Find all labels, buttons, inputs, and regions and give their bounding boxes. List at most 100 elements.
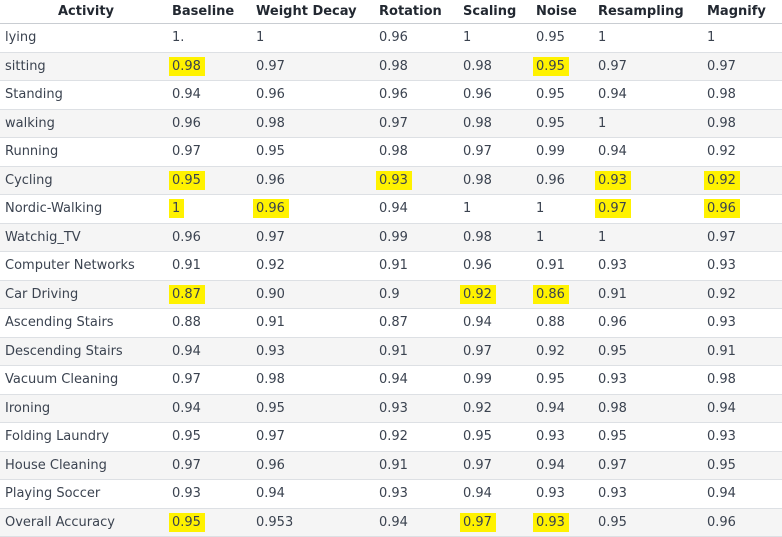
cell-value: 0.96 xyxy=(256,87,285,103)
value-cell: 1 xyxy=(463,24,536,53)
activity-cell: Running xyxy=(5,144,59,160)
cell-value: 0.97 xyxy=(172,144,201,160)
value-cell: 0.92 xyxy=(704,166,782,195)
cell-value: 0.94 xyxy=(463,315,492,331)
value-cell: 0.94 xyxy=(379,366,463,395)
activity-cell: Car Driving xyxy=(0,280,172,309)
cell-value: 0.95 xyxy=(536,87,565,103)
value-cell: 0.98 xyxy=(707,81,782,110)
cell-value: 0.93 xyxy=(598,372,627,388)
value-cell: 0.94 xyxy=(379,508,463,537)
value-cell: 0.93 xyxy=(376,166,463,195)
cell-value: 0.94 xyxy=(536,457,565,473)
value-cell: 0.93 xyxy=(536,480,598,509)
cell-value: 0.91 xyxy=(172,258,201,274)
activity-cell: Standing xyxy=(5,87,63,103)
cell-value: 0.92 xyxy=(536,343,565,359)
value-cell: 0.97 xyxy=(598,52,707,81)
value-cell: 0.95 xyxy=(707,451,782,480)
cell-value: 0.96 xyxy=(536,172,565,188)
cell-value: 0.94 xyxy=(379,514,408,530)
cell-value: 0.94 xyxy=(256,486,285,502)
cell-value: 0.95 xyxy=(536,372,565,388)
table-row: Overall Accuracy 0.95 0.953 0.94 0.97 0.93 0.9… xyxy=(0,508,782,537)
value-cell: 0.91 xyxy=(172,252,256,281)
value-cell: 0.93 xyxy=(172,480,256,509)
value-cell: 0.92 xyxy=(379,423,463,452)
value-cell: 0.88 xyxy=(536,309,598,338)
value-cell: 0.97 xyxy=(256,223,379,252)
highlighted-value: 0.93 xyxy=(595,170,631,190)
activity-cell: Cycling xyxy=(0,166,172,195)
highlighted-value: 0.96 xyxy=(253,199,289,219)
value-cell: 0.93 xyxy=(707,252,782,281)
cell-value: 0.93 xyxy=(256,343,285,359)
value-cell: 0.96 xyxy=(256,81,379,110)
value-cell: 0.96 xyxy=(172,109,256,138)
highlighted-value: 0.93 xyxy=(533,512,569,532)
value-cell: 1 xyxy=(536,223,598,252)
value-cell: 1 xyxy=(536,195,598,224)
cell-value: 0.98 xyxy=(707,372,736,388)
cell-value: 0.95 xyxy=(256,400,285,416)
activity-cell: lying xyxy=(5,30,37,46)
table-row: Standing 0.94 0.96 0.96 0.96 0.95 0.94 0.98 xyxy=(0,81,782,110)
value-cell: 0.96 xyxy=(256,451,379,480)
value-cell: 0.93 xyxy=(379,394,463,423)
value-cell: 0.92 xyxy=(460,280,536,309)
value-cell: 0.96 xyxy=(598,309,707,338)
cell-value: 0.93 xyxy=(379,486,408,502)
value-cell: 0.86 xyxy=(533,280,598,309)
cell-value: 1 xyxy=(536,201,545,217)
cell-value: 0.95 xyxy=(463,429,492,445)
value-cell: 0.91 xyxy=(256,309,379,338)
cell-value: 0.95 xyxy=(707,457,736,473)
value-cell: 0.98 xyxy=(379,138,463,167)
value-cell: 0.96 xyxy=(707,508,782,537)
value-cell: 0.98 xyxy=(598,394,707,423)
cell-value: 0.91 xyxy=(598,286,627,302)
highlighted-value: 0.92 xyxy=(704,170,740,190)
cell-value: 0.93 xyxy=(598,486,627,502)
highlighted-value: 0.95 xyxy=(533,56,569,76)
value-cell: 0.98 xyxy=(463,52,536,81)
cell-value: 0.99 xyxy=(379,229,408,245)
value-cell: 0.93 xyxy=(707,309,782,338)
table-row: lying 1. 1 0.96 1 0.95 1 1 xyxy=(0,24,782,53)
value-cell: 0.95 xyxy=(256,138,379,167)
value-cell: 0.87 xyxy=(379,309,463,338)
cell-value: 0.96 xyxy=(707,514,736,530)
value-cell: 0.953 xyxy=(256,508,379,537)
cell-value: 0.98 xyxy=(707,115,736,131)
cell-value: 0.96 xyxy=(172,115,201,131)
activity-cell: Watchig_TV xyxy=(0,223,172,252)
header-scaling: Scaling xyxy=(463,0,536,24)
value-cell: 0.95 xyxy=(598,508,707,537)
value-cell: 0.94 xyxy=(463,480,536,509)
cell-value: 0.92 xyxy=(256,258,285,274)
highlighted-value: 0.95 xyxy=(169,170,205,190)
highlighted-value: 0.93 xyxy=(376,170,412,190)
value-cell: 0.92 xyxy=(707,280,782,309)
cell-value: 0.91 xyxy=(379,258,408,274)
cell-value: 0.91 xyxy=(379,343,408,359)
cell-value: 0.96 xyxy=(463,87,492,103)
value-cell: 0.95 xyxy=(169,508,256,537)
value-cell: 0.95 xyxy=(536,24,598,53)
activity-cell: Ironing xyxy=(0,394,172,423)
cell-value: 0.98 xyxy=(463,58,492,74)
value-cell: 0.92 xyxy=(536,337,598,366)
cell-value: 0.91 xyxy=(707,343,736,359)
value-cell: 0.97 xyxy=(707,223,782,252)
value-cell: 0.99 xyxy=(379,223,463,252)
activity-cell: Playing Soccer xyxy=(5,486,101,502)
cell-value: 0.94 xyxy=(707,400,736,416)
activity-cell: Overall Accuracy xyxy=(0,508,172,537)
value-cell: 0.98 xyxy=(256,366,379,395)
value-cell: 0.91 xyxy=(598,280,707,309)
value-cell: 0.95 xyxy=(256,394,379,423)
value-cell: 0.95 xyxy=(536,81,598,110)
cell-value: 0.99 xyxy=(463,372,492,388)
cell-value: 0.94 xyxy=(707,486,736,502)
value-cell: 0.91 xyxy=(707,337,782,366)
